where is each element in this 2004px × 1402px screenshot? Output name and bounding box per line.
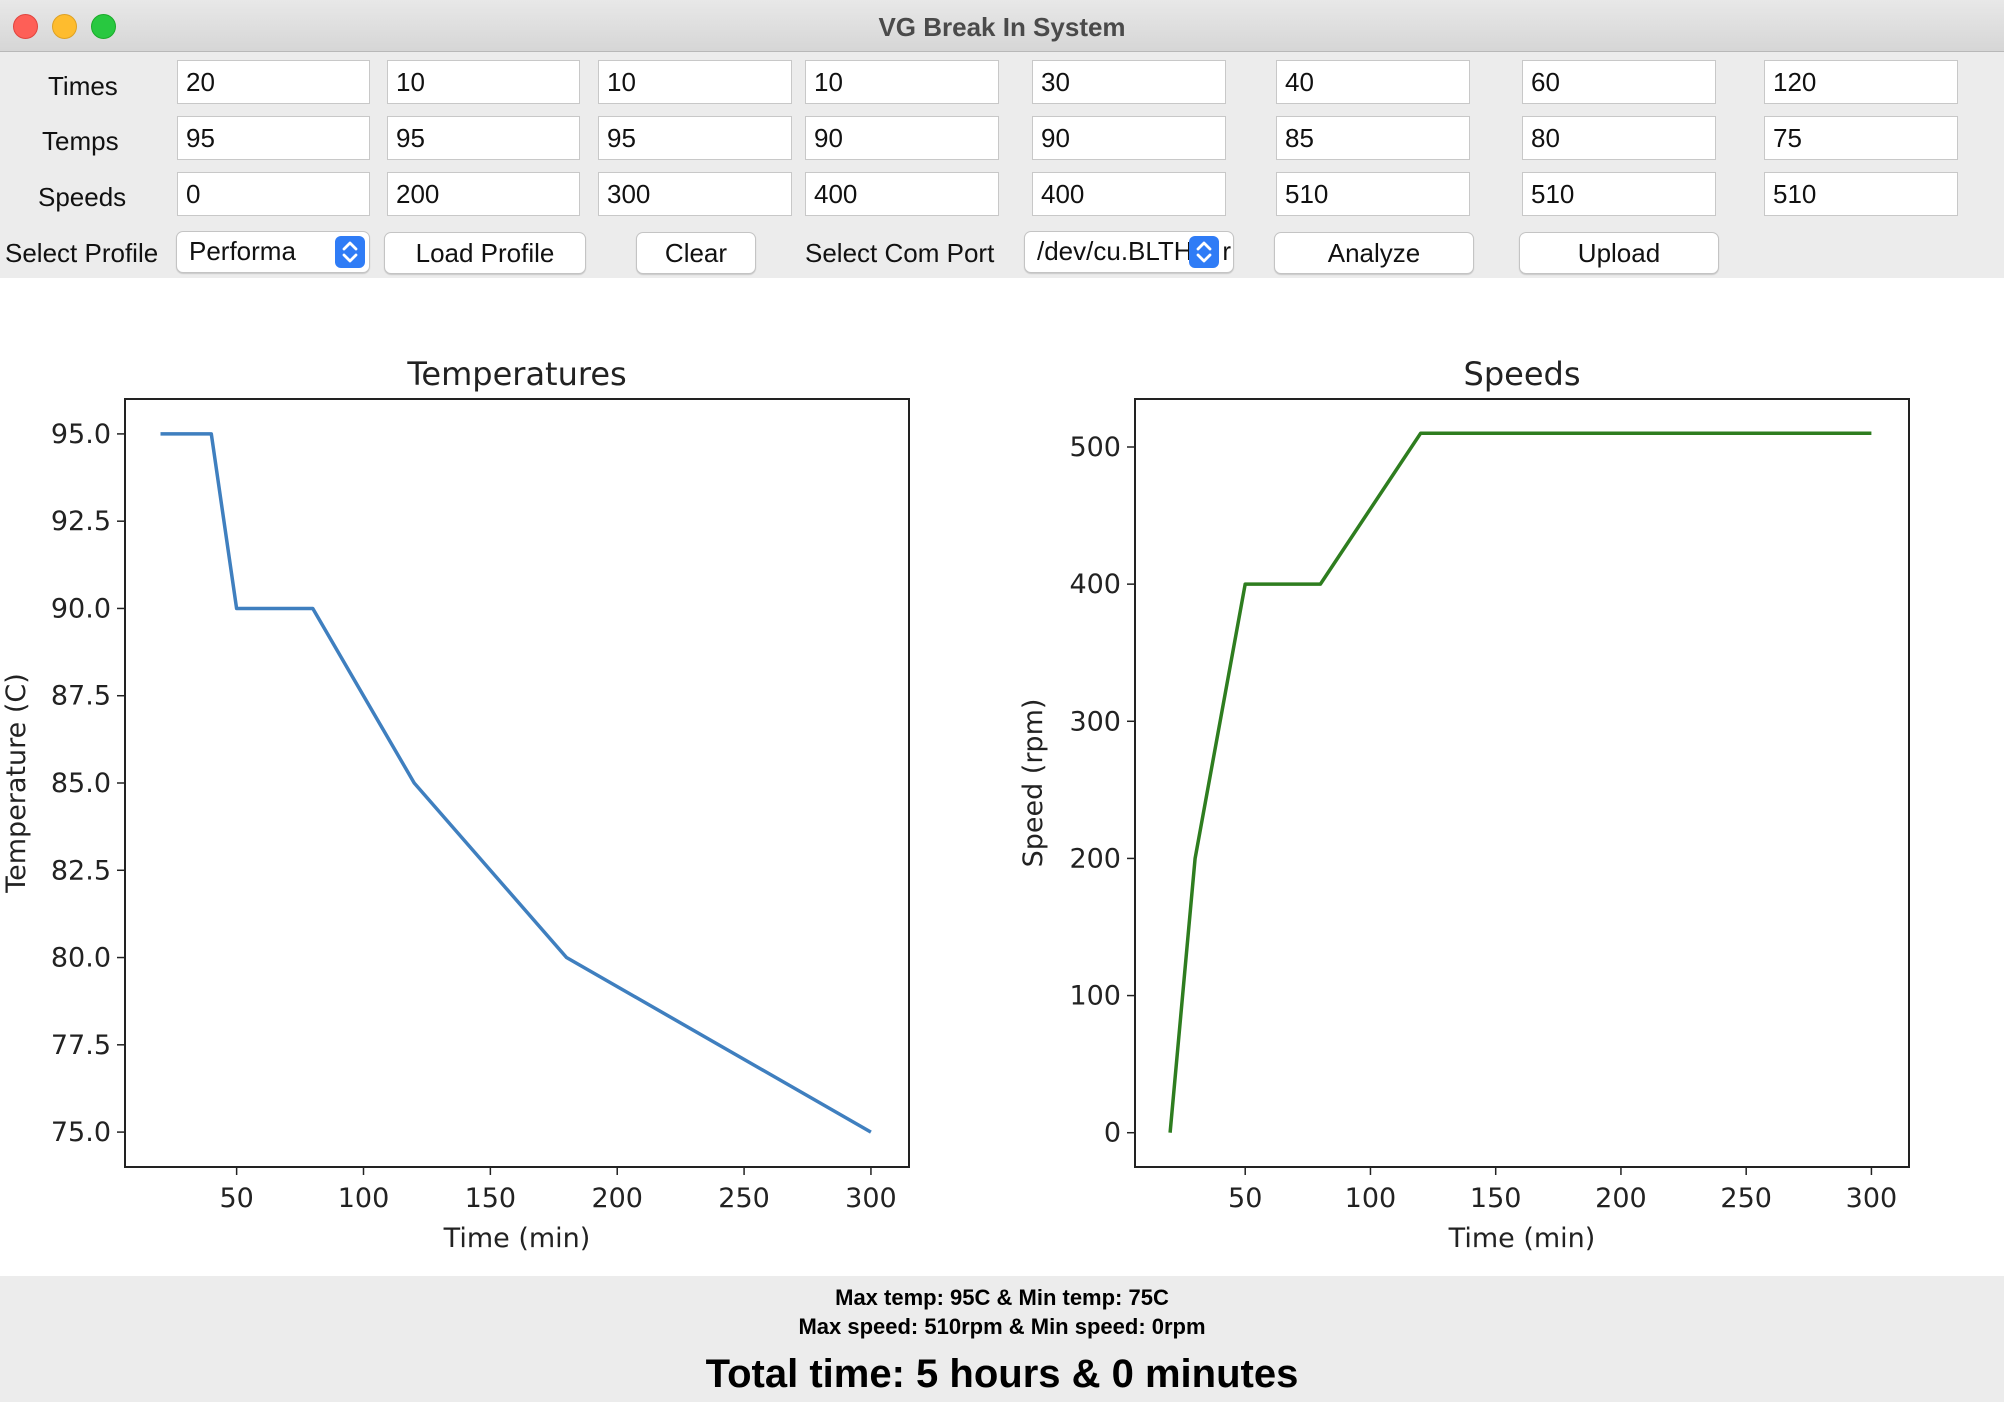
chart-2-x-tick-label: 100 bbox=[1345, 1183, 1397, 1214]
speeds-field-8[interactable]: 510 bbox=[1764, 172, 1958, 216]
times-row-label: Times bbox=[48, 71, 118, 101]
chart-2-frame bbox=[1134, 398, 1910, 1168]
speeds-field-6[interactable]: 510 bbox=[1276, 172, 1470, 216]
close-window-button[interactable] bbox=[13, 14, 38, 39]
temperature-summary: Max temp: 95C & Min temp: 75C bbox=[835, 1285, 1169, 1310]
chart-2-y-axis-label: Speed (rpm) bbox=[1018, 699, 1049, 868]
chart-1-y-tick-label: 75.0 bbox=[51, 1117, 111, 1148]
chart-2-y-tick-label: 0 bbox=[1104, 1118, 1121, 1149]
window-title: VG Break In System bbox=[878, 12, 1126, 42]
upload-button[interactable]: Upload bbox=[1519, 232, 1719, 274]
temps-field-8[interactable]: 75 bbox=[1764, 116, 1958, 160]
speeds-row-label: Speeds bbox=[38, 182, 127, 212]
chart-2-x-tick-label: 250 bbox=[1720, 1183, 1772, 1214]
chart-1-y-axis-label: Temperature (C) bbox=[1, 673, 32, 894]
chart-2-y-tick-label: 200 bbox=[1069, 843, 1121, 874]
temps-field-6[interactable]: 85 bbox=[1276, 116, 1470, 160]
times-field-8[interactable]: 120 bbox=[1764, 60, 1958, 104]
clear-button[interactable]: Clear bbox=[636, 232, 756, 274]
analyze-button[interactable]: Analyze bbox=[1274, 232, 1474, 274]
temps-field-2[interactable]: 95 bbox=[387, 116, 580, 160]
load-profile-button[interactable]: Load Profile bbox=[384, 232, 586, 274]
chart-2-y-tick-label: 300 bbox=[1069, 706, 1121, 737]
plot-canvas: 50 100 150 200 250 300 75.0 77.5 80.0 82.5 85.0 87.… bbox=[0, 278, 2004, 1276]
chart-1-y-tick-label: 85.0 bbox=[51, 768, 111, 799]
chart-2-x-tick-label: 50 bbox=[1228, 1183, 1262, 1214]
times-field-3[interactable]: 10 bbox=[598, 60, 792, 104]
com-port-select[interactable]: /dev/cu.BLTH r bbox=[1024, 231, 1234, 273]
com-port-select-value: /dev/cu.BLTH bbox=[1037, 236, 1193, 266]
chart-2-x-axis-label: Time (min) bbox=[1448, 1223, 1596, 1254]
minimize-window-button[interactable] bbox=[52, 14, 77, 39]
charts-figure: 50 100 150 200 250 300 75.0 77.5 80.0 82.5 85.0 87.… bbox=[1, 355, 1910, 1254]
chart-1-x-tick-label: 300 bbox=[845, 1183, 897, 1214]
chart-2-series-line bbox=[1168, 431, 1872, 1133]
speeds-field-1[interactable]: 0 bbox=[177, 172, 370, 216]
times-field-7[interactable]: 60 bbox=[1522, 60, 1716, 104]
chart-1-y-tick-label: 82.5 bbox=[51, 855, 111, 886]
chevron-up-down-icon bbox=[1189, 236, 1219, 268]
chevron-up-down-icon bbox=[335, 236, 365, 268]
com-port-value-overflow: r bbox=[1222, 236, 1231, 266]
chart-1-y-tick-label: 92.5 bbox=[51, 506, 111, 537]
temps-field-7[interactable]: 80 bbox=[1522, 116, 1716, 160]
times-field-6[interactable]: 40 bbox=[1276, 60, 1470, 104]
chart-2-y-tick-label: 400 bbox=[1069, 569, 1121, 600]
maximize-window-button[interactable] bbox=[91, 14, 116, 39]
temps-row-label: Temps bbox=[42, 126, 119, 156]
profile-select-value: Performa bbox=[189, 236, 296, 266]
chart-1-x-tick-label: 150 bbox=[465, 1183, 517, 1214]
chart-2-y-tick-label: 100 bbox=[1069, 981, 1121, 1012]
speeds-field-2[interactable]: 200 bbox=[387, 172, 580, 216]
chart-2-x-tick-label: 150 bbox=[1470, 1183, 1522, 1214]
chart-1-x-tick-label: 50 bbox=[219, 1183, 253, 1214]
times-field-4[interactable]: 10 bbox=[805, 60, 999, 104]
chart-1-x-axis-label: Time (min) bbox=[443, 1223, 591, 1254]
profile-select[interactable]: Performa bbox=[176, 231, 370, 273]
temps-field-3[interactable]: 95 bbox=[598, 116, 792, 160]
chart-1-y-tick-label: 95.0 bbox=[51, 419, 111, 450]
chart-1-x-tick-label: 100 bbox=[338, 1183, 390, 1214]
chart-2-y-tick-label: 500 bbox=[1069, 432, 1121, 463]
speeds-field-4[interactable]: 400 bbox=[805, 172, 999, 216]
speed-summary: Max speed: 510rpm & Min speed: 0rpm bbox=[798, 1314, 1206, 1339]
select-com-port-label: Select Com Port bbox=[805, 238, 995, 268]
times-field-1[interactable]: 20 bbox=[177, 60, 370, 104]
temps-field-1[interactable]: 95 bbox=[177, 116, 370, 160]
chart-1-y-tick-label: 87.5 bbox=[51, 681, 111, 712]
chart-1-series-line bbox=[160, 432, 872, 1134]
select-profile-label: Select Profile bbox=[5, 238, 159, 268]
chart-1-y-tick-label: 90.0 bbox=[51, 593, 111, 624]
chart-1-y-tick-label: 77.5 bbox=[51, 1030, 111, 1061]
times-field-5[interactable]: 30 bbox=[1032, 60, 1226, 104]
temps-field-5[interactable]: 90 bbox=[1032, 116, 1226, 160]
chart-1-frame bbox=[124, 398, 910, 1168]
speeds-field-5[interactable]: 400 bbox=[1032, 172, 1226, 216]
speeds-field-3[interactable]: 300 bbox=[598, 172, 792, 216]
chart-1-y-tick-label: 80.0 bbox=[51, 943, 111, 974]
chart-1-x-tick-label: 200 bbox=[591, 1183, 643, 1214]
chart-1-x-tick-label: 250 bbox=[718, 1183, 770, 1214]
chart-2-x-tick-label: 200 bbox=[1595, 1183, 1647, 1214]
chart-2-x-tick-label: 300 bbox=[1846, 1183, 1898, 1214]
chart-1-title: Temperatures bbox=[406, 355, 626, 393]
total-time: Total time: 5 hours & 0 minutes bbox=[705, 1352, 1299, 1396]
chart-2-title: Speeds bbox=[1464, 355, 1581, 393]
speeds-field-7[interactable]: 510 bbox=[1522, 172, 1716, 216]
times-field-2[interactable]: 10 bbox=[387, 60, 580, 104]
title-bar: VG Break In System bbox=[0, 0, 2004, 52]
temps-field-4[interactable]: 90 bbox=[805, 116, 999, 160]
